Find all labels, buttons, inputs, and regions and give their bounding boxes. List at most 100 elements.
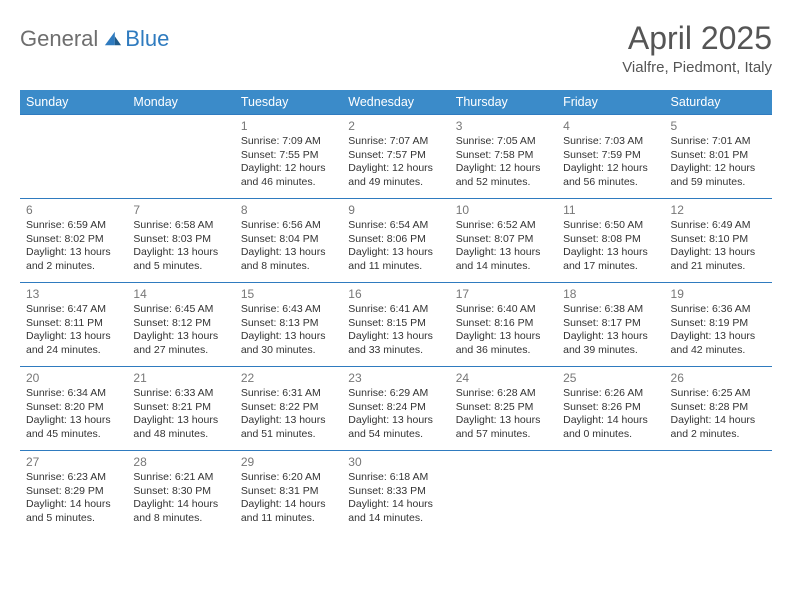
sunrise-value: 6:34 AM <box>67 387 106 399</box>
sunrise-line: Sunrise: 6:54 AM <box>348 219 443 233</box>
daylight-line: Daylight: 13 hours and 57 minutes. <box>456 414 551 441</box>
calendar-cell <box>665 450 772 534</box>
sunrise-label: Sunrise: <box>241 471 282 483</box>
sunset-label: Sunset: <box>241 317 280 329</box>
sunset-value: 8:01 PM <box>709 149 748 161</box>
empty-cell <box>665 450 772 534</box>
sunrise-value: 6:33 AM <box>175 387 214 399</box>
sunset-label: Sunset: <box>563 149 602 161</box>
daylight-line: Daylight: 13 hours and 30 minutes. <box>241 330 336 357</box>
day-details: Sunrise: 6:56 AMSunset: 8:04 PMDaylight:… <box>241 219 336 274</box>
daylight-label: Daylight: <box>348 498 392 510</box>
sunrise-line: Sunrise: 6:29 AM <box>348 387 443 401</box>
sunrise-value: 6:52 AM <box>497 219 536 231</box>
day-number: 1 <box>241 119 336 133</box>
sunrise-label: Sunrise: <box>671 303 712 315</box>
daylight-line: Daylight: 12 hours and 46 minutes. <box>241 162 336 189</box>
sunrise-value: 6:47 AM <box>67 303 106 315</box>
sunrise-line: Sunrise: 6:20 AM <box>241 471 336 485</box>
sunset-value: 8:28 PM <box>709 401 748 413</box>
daylight-line: Daylight: 12 hours and 56 minutes. <box>563 162 658 189</box>
sunset-value: 8:02 PM <box>65 233 104 245</box>
sunrise-label: Sunrise: <box>456 135 497 147</box>
day-cell: 25Sunrise: 6:26 AMSunset: 8:26 PMDayligh… <box>557 366 664 450</box>
sunrise-line: Sunrise: 6:26 AM <box>563 387 658 401</box>
daylight-line: Daylight: 14 hours and 5 minutes. <box>26 498 121 525</box>
day-header-row: SundayMondayTuesdayWednesdayThursdayFrid… <box>20 90 772 114</box>
sunset-value: 8:24 PM <box>387 401 426 413</box>
day-cell: 6Sunrise: 6:59 AMSunset: 8:02 PMDaylight… <box>20 198 127 282</box>
day-details: Sunrise: 6:28 AMSunset: 8:25 PMDaylight:… <box>456 387 551 442</box>
sunrise-value: 6:36 AM <box>712 303 751 315</box>
calendar-cell: 11Sunrise: 6:50 AMSunset: 8:08 PMDayligh… <box>557 198 664 282</box>
sunset-line: Sunset: 8:13 PM <box>241 317 336 331</box>
daylight-label: Daylight: <box>671 330 715 342</box>
daylight-line: Daylight: 13 hours and 17 minutes. <box>563 246 658 273</box>
daylight-line: Daylight: 14 hours and 11 minutes. <box>241 498 336 525</box>
page-title: April 2025 <box>622 20 772 57</box>
sunrise-label: Sunrise: <box>456 387 497 399</box>
sunset-label: Sunset: <box>241 149 280 161</box>
day-details: Sunrise: 6:49 AMSunset: 8:10 PMDaylight:… <box>671 219 766 274</box>
day-number: 27 <box>26 455 121 469</box>
calendar-cell: 20Sunrise: 6:34 AMSunset: 8:20 PMDayligh… <box>20 366 127 450</box>
title-block: April 2025 Vialfre, Piedmont, Italy <box>622 20 772 76</box>
calendar-body: 1 Sunrise: 7:09 AMSunset: 7:55 PMDaylight… <box>20 114 772 534</box>
sunrise-label: Sunrise: <box>563 387 604 399</box>
calendar-cell: 12Sunrise: 6:49 AMSunset: 8:10 PMDayligh… <box>665 198 772 282</box>
daylight-line: Daylight: 14 hours and 14 minutes. <box>348 498 443 525</box>
sunrise-value: 6:54 AM <box>390 219 429 231</box>
calendar-cell <box>127 114 234 198</box>
daylight-label: Daylight: <box>671 414 715 426</box>
sunset-value: 8:22 PM <box>279 401 318 413</box>
sunrise-line: Sunrise: 6:23 AM <box>26 471 121 485</box>
sunset-line: Sunset: 8:25 PM <box>456 401 551 415</box>
day-number: 19 <box>671 287 766 301</box>
sunset-label: Sunset: <box>348 485 387 497</box>
sunset-line: Sunset: 8:16 PM <box>456 317 551 331</box>
day-cell: 17Sunrise: 6:40 AMSunset: 8:16 PMDayligh… <box>450 282 557 366</box>
sunset-label: Sunset: <box>133 317 172 329</box>
sunrise-label: Sunrise: <box>348 135 389 147</box>
sunrise-line: Sunrise: 6:25 AM <box>671 387 766 401</box>
sunrise-label: Sunrise: <box>348 471 389 483</box>
day-details: Sunrise: 7:07 AMSunset: 7:57 PMDaylight:… <box>348 135 443 190</box>
sunrise-value: 6:31 AM <box>282 387 321 399</box>
day-details: Sunrise: 6:20 AMSunset: 8:31 PMDaylight:… <box>241 471 336 526</box>
day-cell: 3Sunrise: 7:05 AMSunset: 7:58 PMDaylight… <box>450 114 557 198</box>
sunset-line: Sunset: 8:01 PM <box>671 149 766 163</box>
daylight-line: Daylight: 14 hours and 8 minutes. <box>133 498 228 525</box>
sunrise-label: Sunrise: <box>456 219 497 231</box>
calendar-cell: 26Sunrise: 6:25 AMSunset: 8:28 PMDayligh… <box>665 366 772 450</box>
sunset-value: 8:26 PM <box>602 401 641 413</box>
daylight-label: Daylight: <box>671 246 715 258</box>
sunset-line: Sunset: 8:28 PM <box>671 401 766 415</box>
sunrise-label: Sunrise: <box>26 219 67 231</box>
calendar-cell: 27Sunrise: 6:23 AMSunset: 8:29 PMDayligh… <box>20 450 127 534</box>
calendar-row: 27Sunrise: 6:23 AMSunset: 8:29 PMDayligh… <box>20 450 772 534</box>
sunrise-value: 6:28 AM <box>497 387 536 399</box>
sunrise-label: Sunrise: <box>241 303 282 315</box>
day-details: Sunrise: 7:09 AMSunset: 7:55 PMDaylight:… <box>241 135 336 190</box>
calendar-cell: 30Sunrise: 6:18 AMSunset: 8:33 PMDayligh… <box>342 450 449 534</box>
day-header: Tuesday <box>235 90 342 114</box>
day-details: Sunrise: 7:03 AMSunset: 7:59 PMDaylight:… <box>563 135 658 190</box>
sunset-label: Sunset: <box>671 149 710 161</box>
calendar-row: 1 Sunrise: 7:09 AMSunset: 7:55 PMDaylight… <box>20 114 772 198</box>
sunrise-value: 7:03 AM <box>605 135 644 147</box>
sunset-label: Sunset: <box>133 233 172 245</box>
day-cell: 24Sunrise: 6:28 AMSunset: 8:25 PMDayligh… <box>450 366 557 450</box>
sunset-value: 8:10 PM <box>709 233 748 245</box>
sunrise-value: 6:41 AM <box>390 303 429 315</box>
day-details: Sunrise: 6:18 AMSunset: 8:33 PMDaylight:… <box>348 471 443 526</box>
sunset-line: Sunset: 8:33 PM <box>348 485 443 499</box>
day-cell: 11Sunrise: 6:50 AMSunset: 8:08 PMDayligh… <box>557 198 664 282</box>
sunrise-label: Sunrise: <box>348 303 389 315</box>
sunrise-line: Sunrise: 6:28 AM <box>456 387 551 401</box>
sunset-value: 8:04 PM <box>279 233 318 245</box>
day-cell: 5Sunrise: 7:01 AMSunset: 8:01 PMDaylight… <box>665 114 772 198</box>
sunset-line: Sunset: 8:21 PM <box>133 401 228 415</box>
day-details: Sunrise: 6:43 AMSunset: 8:13 PMDaylight:… <box>241 303 336 358</box>
calendar-cell: 14Sunrise: 6:45 AMSunset: 8:12 PMDayligh… <box>127 282 234 366</box>
sunset-label: Sunset: <box>26 485 65 497</box>
